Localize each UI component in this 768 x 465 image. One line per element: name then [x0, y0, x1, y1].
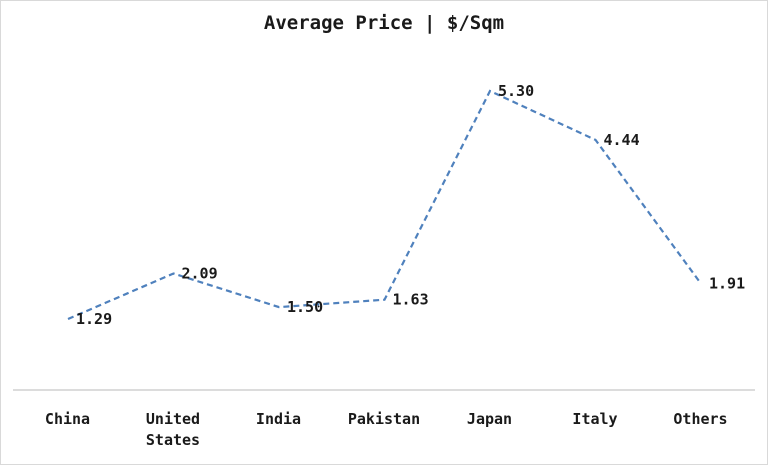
category-label: China — [45, 410, 90, 428]
category-label-layer: China United States India Pakistan Japan Italy… — [45, 410, 728, 449]
category-label: Pakistan — [348, 410, 420, 428]
category-label: Japan — [467, 410, 512, 428]
series-line — [67, 89, 702, 321]
data-label: 1.63 — [393, 291, 429, 309]
data-label: 1.29 — [76, 310, 112, 328]
chart-title: Average Price | $/Sqm — [264, 12, 504, 34]
data-label-layer: 1.29 2.09 1.50 1.63 5.30 4.44 1.91 — [76, 82, 745, 328]
category-label: Italy — [572, 410, 617, 428]
series-layer — [67, 89, 703, 321]
data-label: 2.09 — [182, 265, 218, 283]
category-label: United — [146, 410, 200, 428]
data-point — [699, 282, 703, 286]
category-label: India — [256, 410, 301, 428]
data-label: 4.44 — [604, 131, 640, 149]
data-label: 5.30 — [498, 82, 534, 100]
data-label: 1.50 — [287, 298, 323, 316]
data-label: 1.91 — [709, 275, 745, 293]
category-label: States — [146, 431, 200, 449]
category-label: Others — [673, 410, 727, 428]
